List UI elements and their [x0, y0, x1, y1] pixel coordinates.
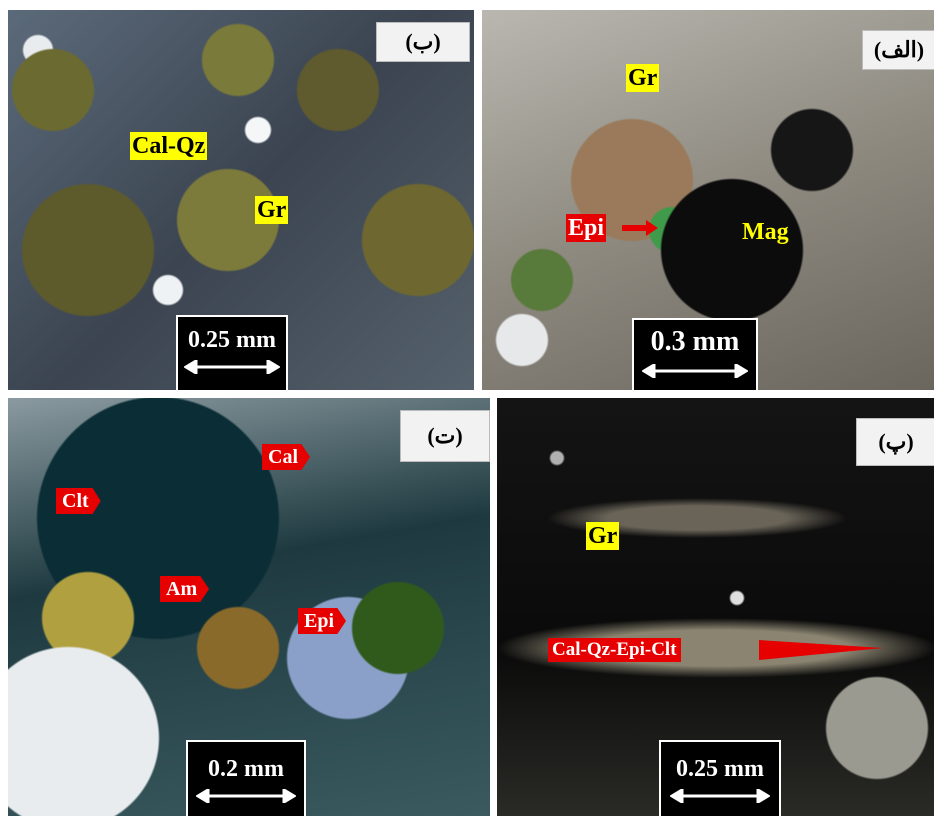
scale-arrow	[670, 789, 770, 803]
annotation: Clt	[56, 488, 101, 514]
micrograph: (پ) Gr Cal-Qz-Epi-Clt 0.25 mm	[497, 398, 934, 816]
annotation: Mag	[742, 219, 789, 245]
scale-arrow	[196, 789, 296, 803]
annotation: Gr	[255, 196, 289, 224]
scale-arrow	[642, 364, 748, 378]
scale-bar: 0.25 mm	[659, 740, 781, 816]
panel-label: (پ)	[856, 418, 934, 466]
annotation: Cal-Qz	[130, 132, 208, 160]
annotation: Gr	[586, 522, 620, 550]
annotation: Cal-Qz-Epi-Clt	[548, 638, 681, 662]
scale-bar: 0.2 mm	[186, 740, 306, 816]
panel-label: (ت)	[400, 410, 490, 462]
scale-bar: 0.3 mm	[632, 318, 758, 390]
micrograph: (ب) Cal-Qz Gr 0.25 mm	[8, 10, 474, 390]
annotation: Am	[160, 576, 210, 602]
annotation: Epi	[566, 214, 607, 242]
scale-text: 0.3 mm	[650, 326, 740, 357]
scale-text: 0.2 mm	[208, 756, 284, 782]
arrow	[622, 220, 658, 236]
annotation: Cal	[262, 444, 310, 470]
scale-arrow	[184, 360, 280, 374]
panel-label: (الف)	[862, 30, 934, 70]
annotation: Epi	[298, 608, 347, 634]
micrograph: (ت) Cal Clt Am Epi 0.2 mm	[8, 398, 490, 816]
panel-label: (ب)	[376, 22, 470, 62]
annotation: Gr	[626, 64, 660, 92]
scale-text: 0.25 mm	[676, 756, 764, 782]
scale-bar: 0.25 mm	[176, 315, 288, 390]
scale-text: 0.25 mm	[188, 327, 276, 353]
arrow	[759, 640, 883, 660]
micrograph: (الف) Gr Epi Mag 0.3 mm	[482, 10, 934, 390]
